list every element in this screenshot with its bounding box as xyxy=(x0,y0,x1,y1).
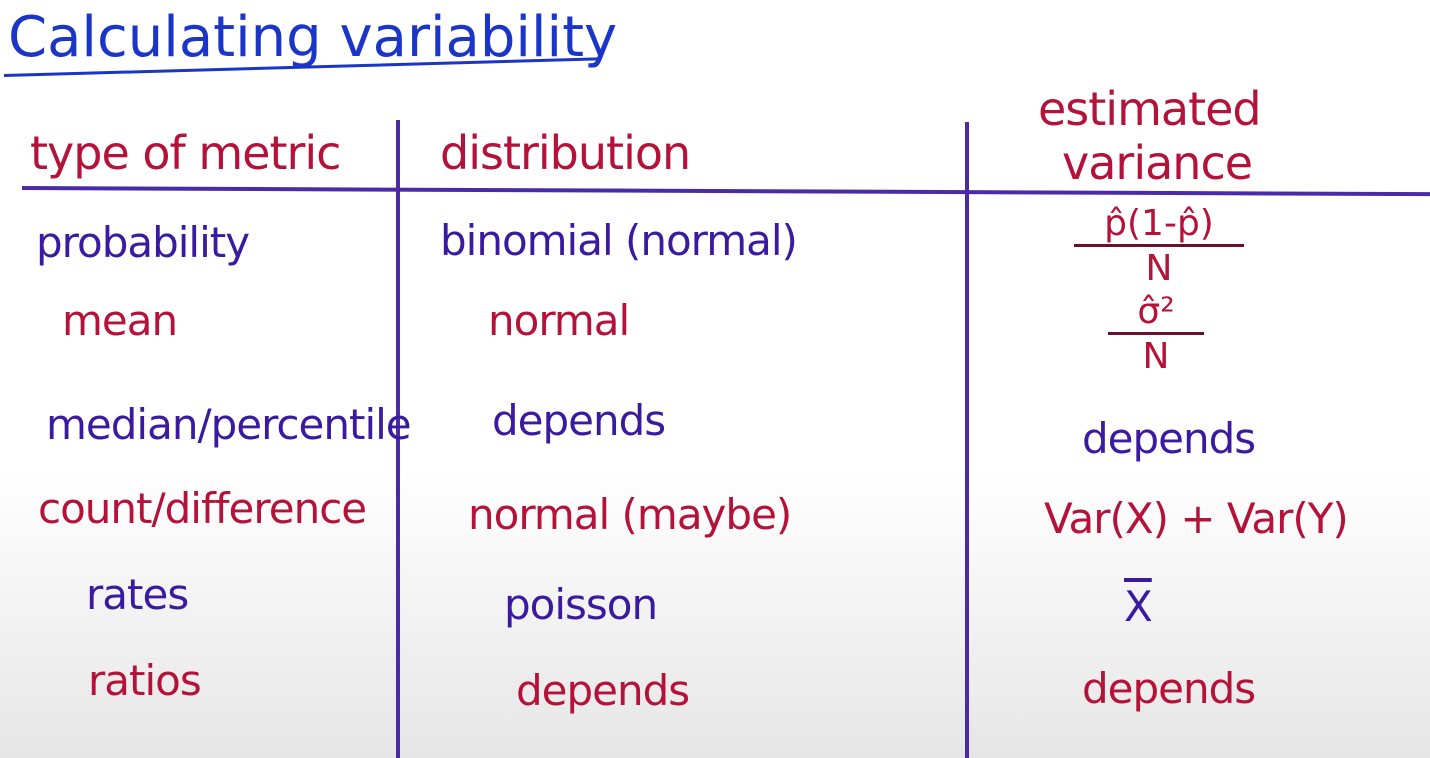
column-divider-1 xyxy=(396,120,400,758)
fraction-bar xyxy=(1108,332,1204,335)
row-metric-ratios: ratios xyxy=(88,656,202,705)
header-distribution: distribution xyxy=(440,126,691,180)
header-estimated: estimated xyxy=(1038,82,1262,136)
fraction-denominator: N xyxy=(1145,248,1173,289)
row-metric-mean: mean xyxy=(62,296,178,345)
row-distribution-depends-ratios: depends xyxy=(516,666,690,715)
header-variance: variance xyxy=(1062,136,1253,190)
fraction-bar xyxy=(1074,244,1244,247)
row-distribution-depends: depends xyxy=(492,396,666,445)
row-distribution-binomial: binomial (normal) xyxy=(440,216,798,265)
fraction-denominator: N xyxy=(1142,336,1170,377)
variance-fraction-mean: σ̂² N xyxy=(1108,294,1204,375)
row-distribution-poisson: poisson xyxy=(504,580,658,629)
row-variance-x-bar: X xyxy=(1124,582,1153,631)
row-distribution-normal-maybe: normal (maybe) xyxy=(468,490,792,539)
row-metric-probability: probability xyxy=(36,218,250,267)
fraction-numerator: σ̂² xyxy=(1137,291,1175,332)
column-divider-2 xyxy=(965,122,969,758)
row-variance-depends: depends xyxy=(1082,414,1256,463)
row-distribution-normal: normal xyxy=(488,296,630,345)
row-metric-count-difference: count/difference xyxy=(38,484,367,533)
header-type-of-metric: type of metric xyxy=(30,126,341,180)
row-metric-rates: rates xyxy=(86,570,189,619)
row-variance-var-sum: Var(X) + Var(Y) xyxy=(1044,494,1349,543)
fraction-numerator: p̂(1-p̂) xyxy=(1104,203,1214,244)
row-metric-median-percentile: median/percentile xyxy=(46,400,412,449)
row-variance-depends-ratios: depends xyxy=(1082,664,1256,713)
page-title: Calculating variability xyxy=(8,5,618,70)
variance-fraction-probability: p̂(1-p̂) N xyxy=(1074,206,1244,287)
